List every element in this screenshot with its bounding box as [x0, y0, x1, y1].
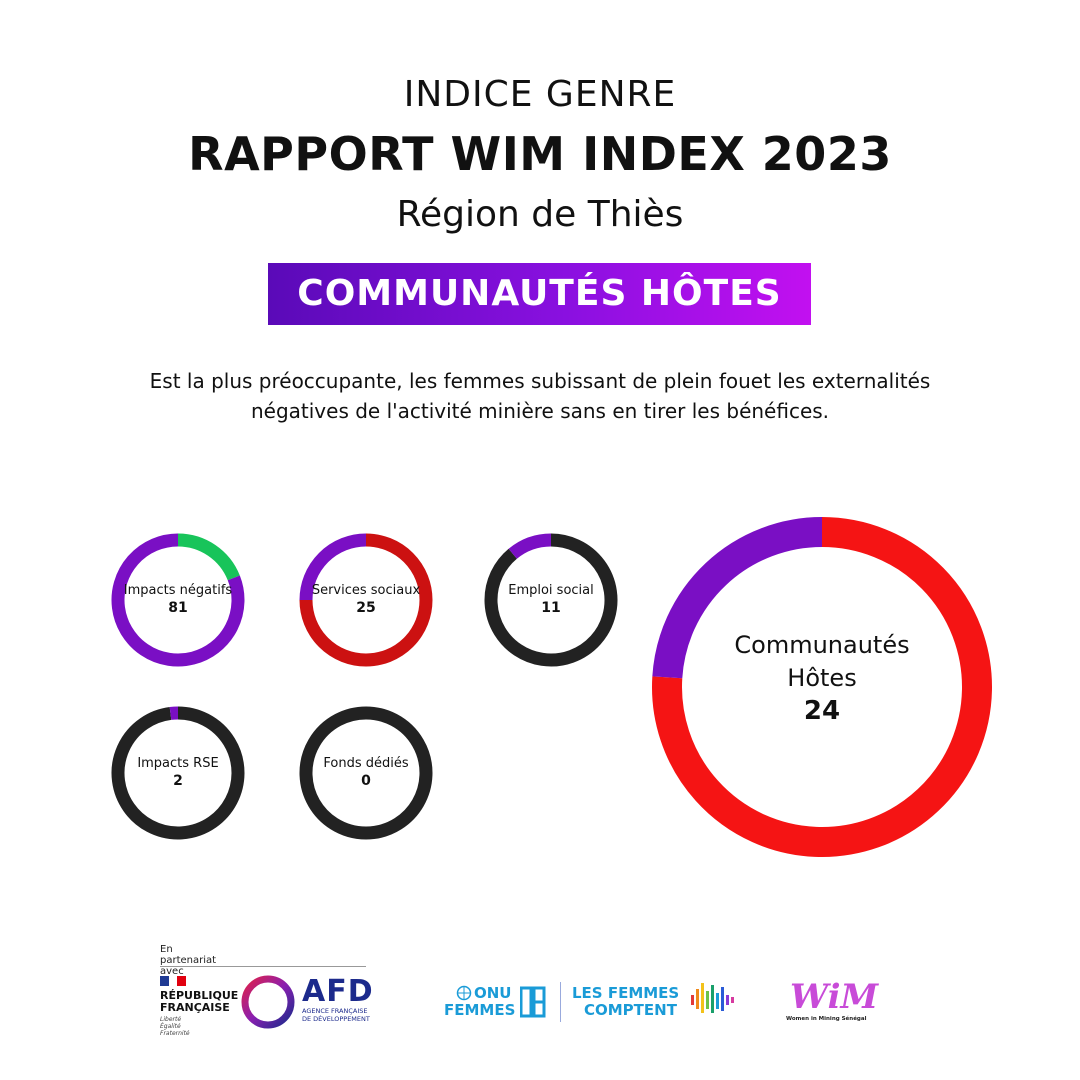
donut-services-sociaux-segment-1 [299, 533, 367, 601]
rf-name: RÉPUBLIQUE FRANÇAISE [160, 989, 239, 1014]
donut-impacts-n-gatifs-segment-1 [111, 533, 245, 667]
partner-caption: En partenariat avec [160, 944, 220, 977]
donut-summary-segment-0 [652, 517, 992, 857]
wim-subtitle: Women in Mining Sénégal [786, 1016, 867, 1022]
donut-impacts-rse [111, 706, 245, 840]
donut-impacts-rse-value: 2 [173, 773, 183, 789]
report-title: RAPPORT WIM INDEX 2023 [188, 127, 892, 181]
rf-line-2: FRANÇAISE [160, 1001, 230, 1014]
un-emblem-icon [456, 985, 472, 1001]
header: INDICE GENRE RAPPORT WIM INDEX 2023 Régi… [0, 72, 1080, 238]
donut-impacts-n-gatifs-label: Impacts négatifs [124, 583, 233, 598]
wim-wordmark: WiM [790, 977, 879, 1017]
description-line-2: négatives de l'activité minière sans en … [250, 399, 830, 423]
les-femmes-comptent-logo: LES FEMMES COMPTENT [572, 983, 742, 1021]
donut-impacts-rse-segment-0 [111, 706, 245, 840]
donut-summary [652, 517, 992, 857]
section-banner: COMMUNAUTÉS HÔTES [268, 263, 811, 325]
donut-summary-segment-1 [652, 517, 823, 679]
logo-separator [560, 982, 561, 1022]
rf-motto-1: Liberté [160, 1016, 182, 1023]
lfc-line-1: LES FEMMES [572, 984, 680, 1002]
description: Est la plus préoccupante, les femmes sub… [100, 366, 980, 426]
region-title: Région de Thiès [396, 194, 684, 235]
rf-motto-3: Fraternité [160, 1030, 190, 1037]
onu-femmes-emblem-icon [520, 986, 546, 1018]
afd-sub-1: AGENCE FRANÇAISE [302, 1007, 368, 1015]
donut-services-sociaux-segment-0 [299, 533, 433, 667]
donut-impacts-n-gatifs [111, 533, 245, 667]
donut-services-sociaux-value: 25 [356, 600, 375, 616]
donut-services-sociaux-label: Services sociaux [312, 583, 421, 598]
wim-senegal-logo: WiM Women in Mining Sénégal [784, 980, 878, 1026]
donut-impacts-n-gatifs-segment-0 [177, 533, 240, 581]
donut-services-sociaux [299, 533, 433, 667]
donut-summary-label-1: Communautés [734, 631, 909, 659]
donut-impacts-rse-label: Impacts RSE [137, 756, 218, 771]
donut-charts: Impacts négatifs 81 Services sociaux 25 Empl… [111, 517, 992, 857]
bar-graph-icon [691, 983, 734, 1013]
afd-subtitle: AGENCE FRANÇAISE DE DÉVELOPPEMENT [302, 1007, 382, 1023]
supertitle: INDICE GENRE [403, 74, 677, 115]
rf-motto-2: Égalité [160, 1023, 181, 1030]
donut-emploi-social-value: 11 [541, 600, 560, 616]
onu-line-2: FEMMES [444, 1001, 516, 1019]
donut-fonds-d-di-s-label: Fonds dédiés [323, 756, 408, 771]
donut-fonds-d-di-s-segment-0 [299, 706, 433, 840]
partner-caption-line-1: En partenariat [160, 944, 217, 966]
donut-emploi-social-segment-0 [484, 533, 618, 667]
afd-name: AFD [302, 974, 374, 1009]
donut-summary-value: 24 [804, 696, 840, 726]
afd-ring-icon [241, 975, 295, 1029]
donut-impacts-n-gatifs-value: 81 [168, 600, 187, 616]
donut-emploi-social [484, 533, 618, 667]
republique-francaise-logo: RÉPUBLIQUE FRANÇAISE Liberté Égalité Fra… [160, 976, 239, 1037]
partner-caption-line-2: avec [160, 966, 184, 977]
description-line-1: Est la plus préoccupante, les femmes sub… [149, 369, 931, 393]
afd-sub-2: DE DÉVELOPPEMENT [302, 1014, 370, 1023]
afd-logo: AFD AGENCE FRANÇAISE DE DÉVELOPPEMENT [240, 974, 373, 1030]
donut-emploi-social-segment-1 [508, 533, 552, 559]
lfc-line-2: COMPTENT [584, 1001, 677, 1019]
donut-emploi-social-label: Emploi social [508, 583, 594, 598]
french-flag-icon [160, 976, 187, 986]
donut-fonds-d-di-s [299, 706, 433, 840]
rf-motto: Liberté Égalité Fraternité [160, 1016, 230, 1037]
rf-line-1: RÉPUBLIQUE [160, 989, 239, 1002]
onu-line-1: ONU [474, 984, 512, 1002]
donut-fonds-d-di-s-value: 0 [361, 773, 371, 789]
footer-divider [160, 966, 366, 967]
donut-summary-label-2: Hôtes [787, 664, 856, 692]
onu-femmes-logo: ONU FEMMES [444, 985, 549, 1021]
